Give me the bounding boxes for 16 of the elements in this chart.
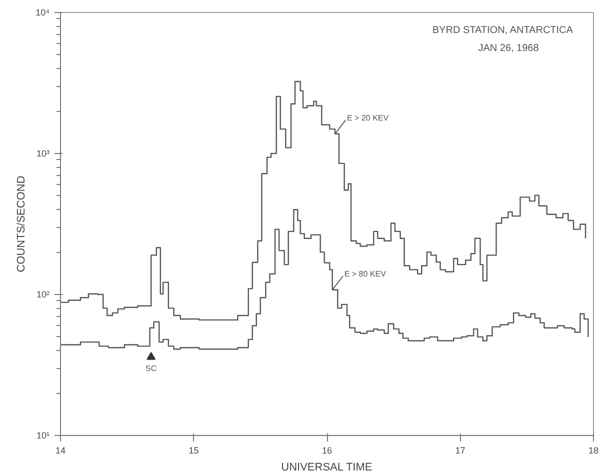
- x-tick-label: 14: [55, 446, 66, 456]
- y-tick-label: 10¹: [36, 430, 50, 440]
- annotation: SC: [146, 364, 157, 374]
- series-label: E > 80 KEV: [344, 269, 387, 278]
- x-tick-label: 15: [188, 446, 199, 456]
- y-axis-title: COUNTS/SECOND: [16, 176, 28, 272]
- y-tick-label: 10³: [36, 148, 50, 158]
- x-tick-label: 17: [455, 446, 466, 456]
- x-axis-title: UNIVERSAL TIME: [281, 462, 372, 474]
- series-label: E > 20 KEV: [346, 113, 390, 122]
- x-tick-label: 18: [588, 446, 599, 456]
- y-tick-label: 10²: [36, 290, 50, 300]
- y-tick-label: 10⁴: [36, 8, 50, 18]
- text: BYRD STATION, ANTARCTICA: [432, 25, 574, 36]
- x-tick-label: 16: [322, 446, 332, 456]
- text: JAN 26, 1968: [478, 43, 540, 54]
